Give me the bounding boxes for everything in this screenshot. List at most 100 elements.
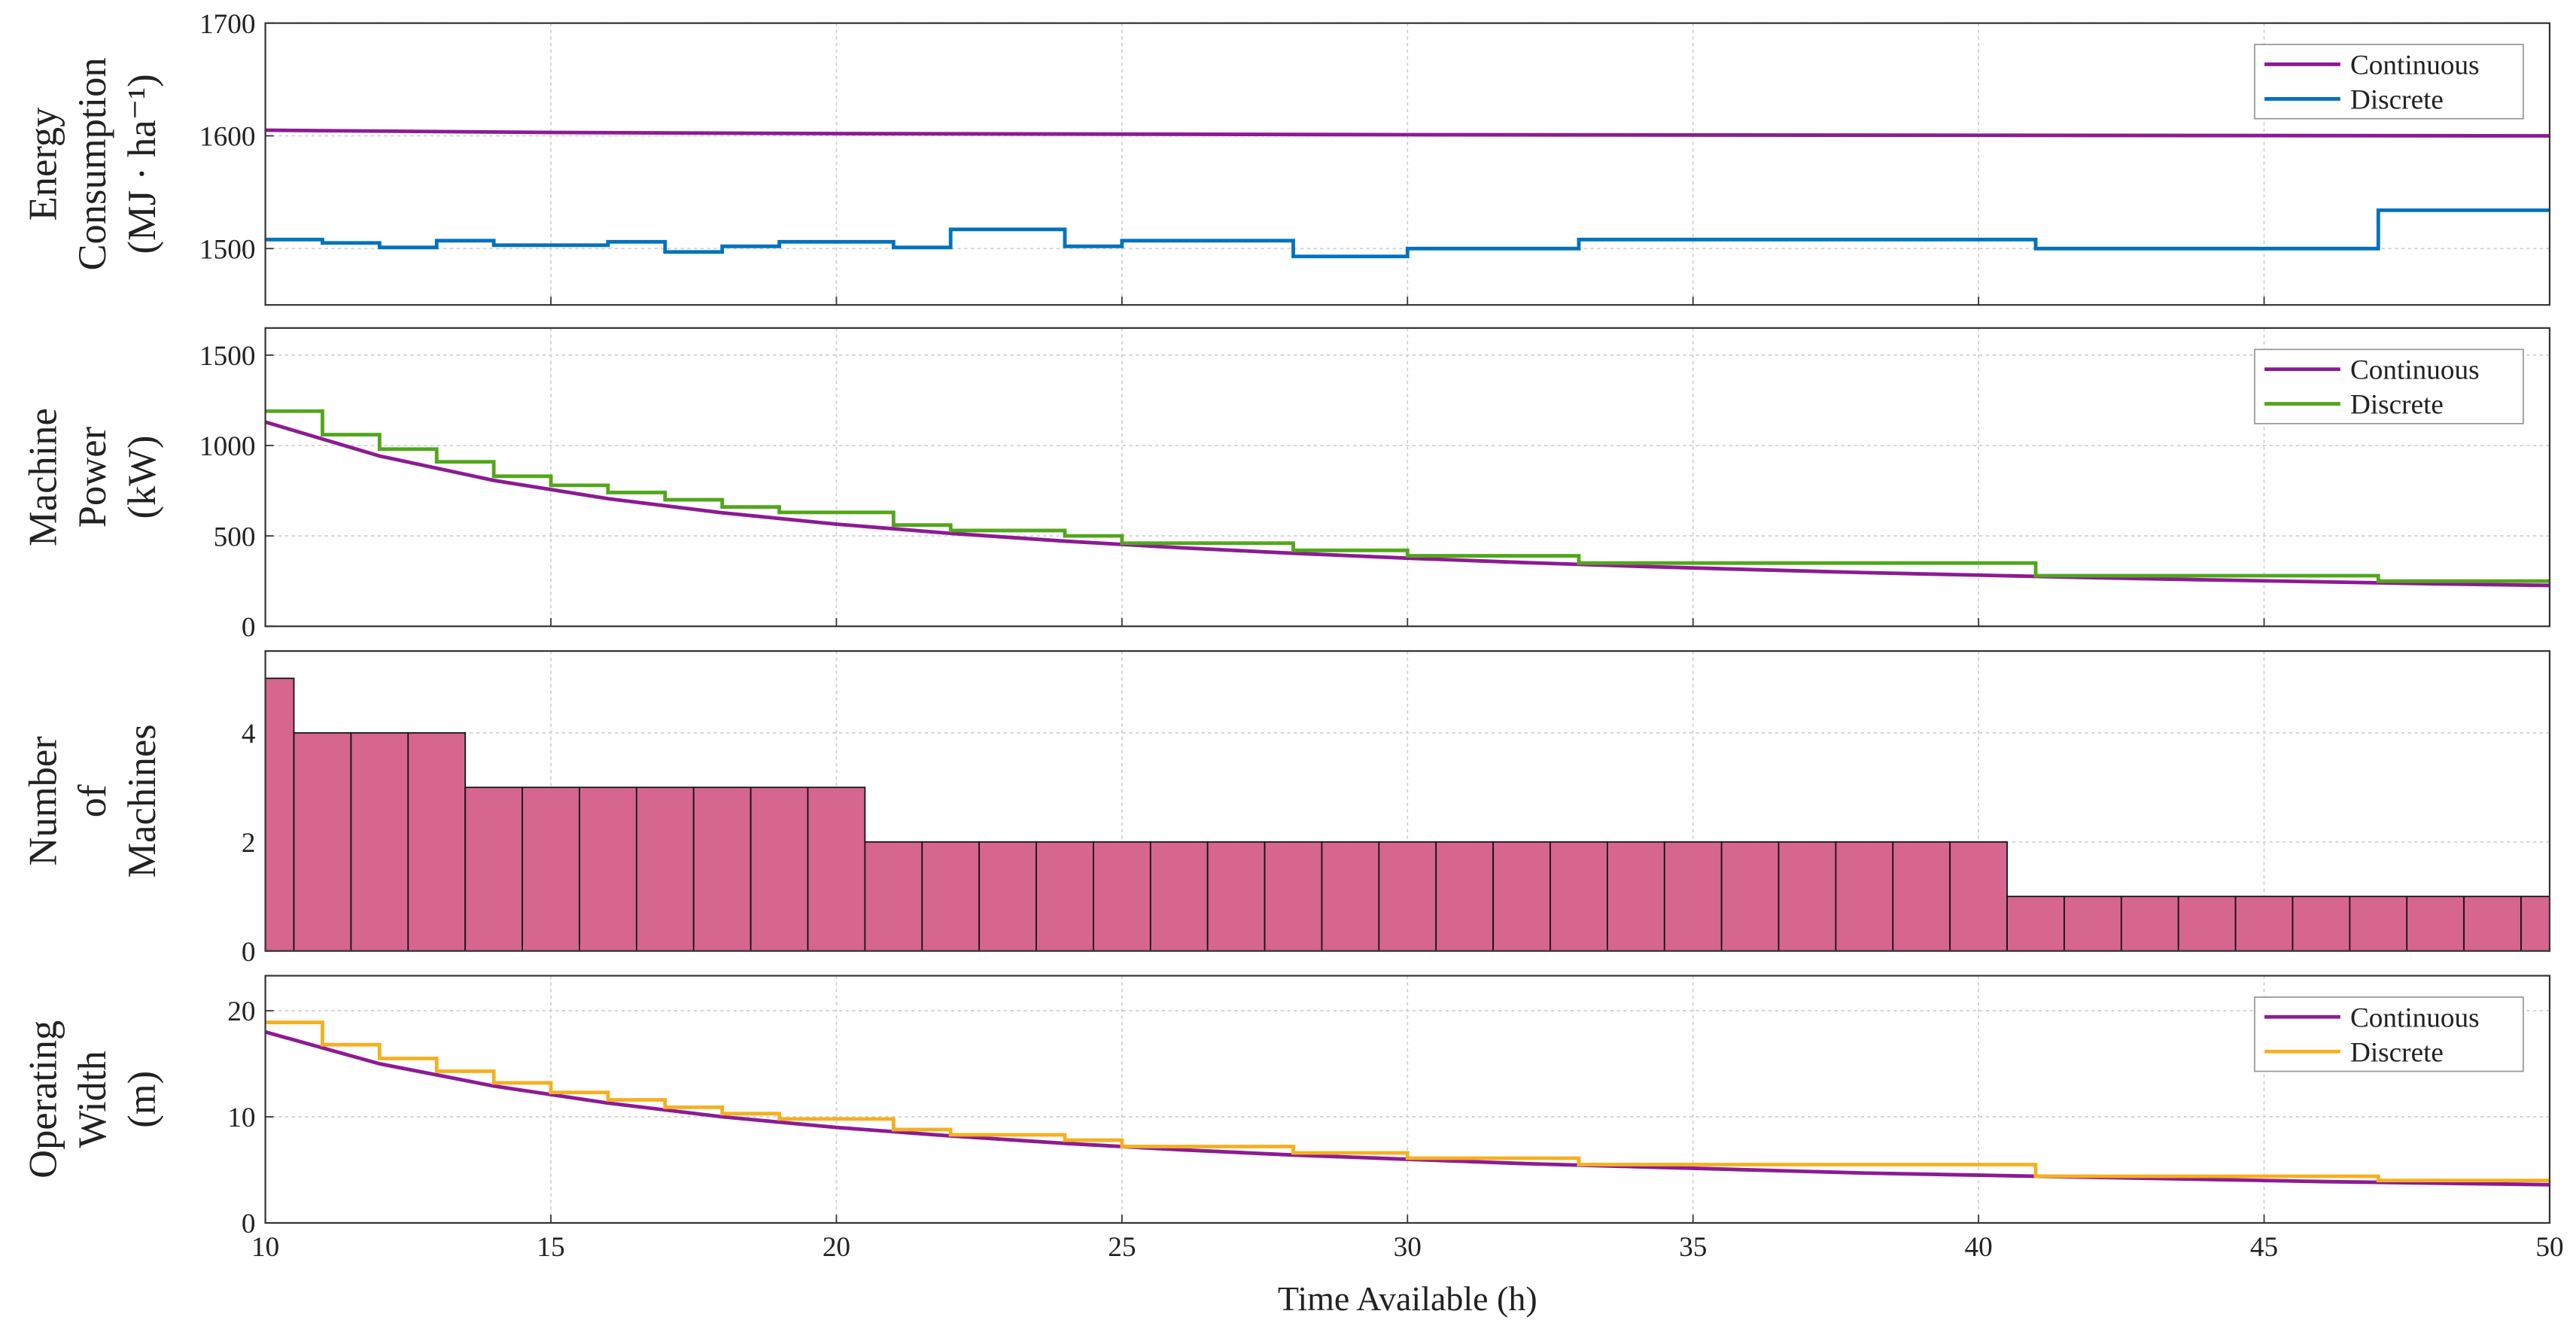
- y-tick-label: 1000: [199, 431, 255, 462]
- y-axis-label: Machine: [21, 408, 65, 546]
- bar: [1835, 841, 1894, 951]
- bar: [293, 731, 352, 951]
- y-axis-label: (m): [120, 1071, 164, 1128]
- bar: [1778, 841, 1837, 951]
- y-tick-label: 4: [242, 719, 256, 750]
- series-line: [265, 128, 2550, 138]
- y-axis-label: of: [71, 784, 114, 817]
- plot-area: [265, 677, 2550, 951]
- bar: [1435, 841, 1494, 951]
- y-tick-label: 1600: [199, 122, 255, 153]
- legend: Continuous Discrete: [2254, 996, 2524, 1072]
- y-tick-label: 0: [242, 1209, 256, 1239]
- plot-area: [265, 409, 2550, 588]
- bar: [522, 786, 580, 951]
- y-tick-label: 0: [242, 612, 256, 643]
- bar: [1606, 841, 1665, 951]
- bar: [1492, 841, 1551, 951]
- bar: [1321, 841, 1380, 951]
- y-axis-label: (MJ · ha⁻¹): [120, 74, 164, 254]
- x-tick-label: 30: [1394, 1232, 1422, 1263]
- plot-frame: [264, 975, 2551, 1224]
- y-tick-label: 20: [227, 996, 255, 1027]
- bar: [350, 731, 409, 951]
- bar: [2177, 896, 2237, 951]
- legend: Continuous Discrete: [2254, 348, 2524, 424]
- bar: [1206, 841, 1266, 951]
- legend-label: Continuous: [2350, 355, 2480, 386]
- panel: 1500 1600 1700 Energy Consumption (MJ · ha⁻¹)…: [21, 9, 2551, 306]
- x-tick-label: 10: [251, 1232, 279, 1263]
- bar: [2349, 896, 2408, 951]
- legend-label: Discrete: [2350, 1037, 2444, 1068]
- legend-label: Discrete: [2350, 390, 2444, 421]
- bar: [1264, 841, 1323, 951]
- x-tick-label: 50: [2535, 1232, 2563, 1263]
- bar: [2406, 896, 2465, 951]
- plot-frame: [264, 327, 2551, 628]
- series-line: [265, 208, 2550, 259]
- bar: [1036, 841, 1094, 951]
- y-tick-label: 1500: [199, 234, 255, 265]
- bar: [407, 731, 467, 951]
- y-axis-label: Number: [21, 736, 65, 866]
- bar: [1378, 841, 1437, 951]
- bar: [2463, 896, 2522, 951]
- x-tick-label: 35: [1679, 1232, 1707, 1263]
- y-tick-label: 1700: [199, 9, 255, 40]
- legend-box: [2254, 44, 2524, 120]
- y-tick-label: 10: [227, 1102, 255, 1133]
- panel: 0 2 4 Number of Machines: [21, 649, 2551, 968]
- bar: [692, 786, 752, 951]
- panel: 0 500 1000 1500 Machine Power (kW) Continuous Di…: [21, 327, 2551, 643]
- series-line: [265, 409, 2550, 583]
- plot-area: [265, 1020, 2550, 1187]
- legend-box: [2254, 348, 2524, 424]
- bar: [978, 841, 1037, 951]
- bar: [1149, 841, 1209, 951]
- y-tick-label: 500: [214, 522, 256, 552]
- x-tick-label: 45: [2250, 1232, 2278, 1263]
- bar: [2120, 896, 2179, 951]
- series-line: [265, 1020, 2550, 1183]
- y-axis-label: Power: [71, 426, 114, 528]
- legend: Continuous Discrete: [2254, 44, 2524, 120]
- bar: [1093, 841, 1151, 951]
- bar: [1663, 841, 1723, 951]
- bar: [2064, 896, 2122, 951]
- bar: [2520, 896, 2550, 951]
- y-tick-label: 0: [242, 937, 256, 968]
- bar: [864, 841, 923, 951]
- x-tick-label: 25: [1108, 1232, 1136, 1263]
- y-axis-label: Width: [71, 1051, 114, 1148]
- bar: [464, 786, 523, 951]
- legend-label: Continuous: [2350, 50, 2480, 81]
- bar: [2006, 896, 2065, 951]
- plot-area: [265, 128, 2550, 259]
- bar: [2292, 896, 2351, 951]
- y-tick-label: 1500: [199, 341, 255, 372]
- bar: [1720, 841, 1780, 951]
- bar: [750, 786, 809, 951]
- bar: [1550, 841, 1608, 951]
- legend-label: Continuous: [2350, 1002, 2480, 1033]
- x-tick-label: 40: [1965, 1232, 1993, 1263]
- bar: [1949, 841, 2008, 951]
- x-axis-label: Time Available (h): [1278, 1279, 1537, 1318]
- bar: [2234, 896, 2294, 951]
- bar: [579, 786, 637, 951]
- bar: [921, 841, 981, 951]
- y-axis-label: Consumption: [71, 57, 114, 270]
- bar: [807, 786, 866, 951]
- y-tick-label: 2: [242, 828, 256, 859]
- bar: [635, 786, 695, 951]
- series-line: [265, 420, 2550, 588]
- y-axis-label: Machines: [120, 724, 164, 877]
- y-axis-label: Operating: [21, 1020, 65, 1179]
- bar: [1892, 841, 1951, 951]
- x-tick-label: 15: [537, 1232, 564, 1263]
- plot-frame: [264, 22, 2551, 306]
